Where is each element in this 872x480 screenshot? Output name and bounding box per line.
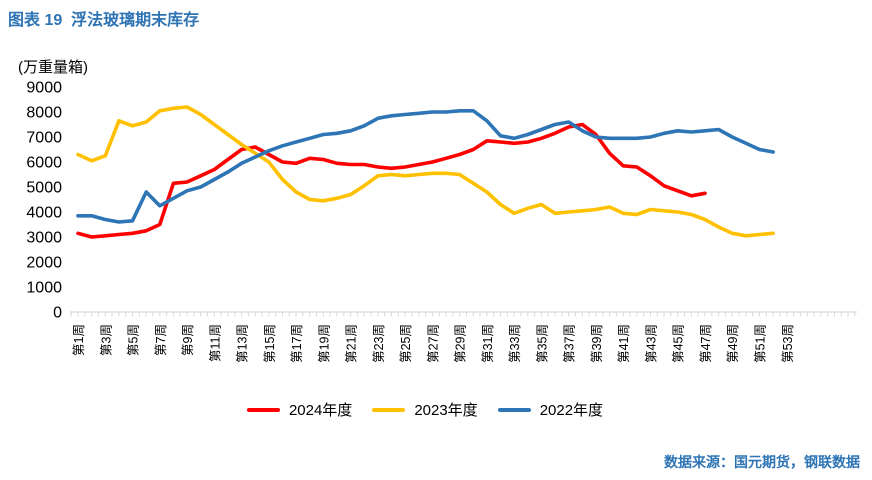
series-line-2023年度 — [76, 105, 775, 238]
x-axis-tick-label: 第19周 — [317, 324, 331, 363]
y-axis-labels: 0 1000 2000 3000 4000 5000 6000 7000 8000 9000 — [26, 80, 62, 322]
y-axis-tick-label: 9000 — [26, 80, 62, 97]
legend-line-swatch — [497, 407, 531, 412]
x-axis-tick-label: 第37周 — [563, 324, 577, 363]
x-axis-tick-label: 第17周 — [290, 324, 304, 363]
x-axis-tick-label: 第43周 — [644, 324, 658, 363]
y-axis-tick-label: 6000 — [26, 155, 62, 172]
x-axis-tick-label: 第45周 — [672, 324, 686, 363]
x-axis-tick-label: 第9周 — [181, 324, 195, 356]
series-line-2022年度 — [76, 109, 775, 224]
x-axis-tick-label: 第25周 — [399, 324, 413, 363]
x-axis-tick-label: 第1周 — [72, 324, 86, 356]
legend-item-2023年度: 2023年度 — [372, 399, 478, 420]
legend-label: 2024年度 — [288, 402, 353, 419]
x-axis-tick-label: 第11周 — [208, 324, 222, 362]
x-axis-tick-label: 第51周 — [754, 324, 768, 363]
data-source-note: 数据来源：国元期货，钢联数据 — [664, 454, 860, 470]
x-axis-tick-label: 第21周 — [345, 324, 359, 363]
legend-item-2024年度: 2024年度 — [246, 399, 353, 420]
y-axis-unit-label: (万重量箱) — [18, 59, 88, 76]
x-axis-tick-label: 第5周 — [127, 324, 141, 356]
y-axis-tick-label: 7000 — [26, 130, 62, 147]
series-line-2024年度 — [76, 122, 707, 239]
x-axis-tick-label: 第13周 — [236, 324, 250, 363]
x-axis-labels: 第1周 第3周 第5周 第7周 第9周 第11周 第13周 第15周 第17周 第19周 第21周第… — [72, 324, 795, 363]
x-axis-tick-label: 第23周 — [372, 324, 386, 363]
chart-legend: 2024年度 2023年度 2022年度 — [0, 399, 850, 420]
x-axis-tick-label: 第53周 — [781, 324, 795, 363]
x-axis-tick-label: 第15周 — [263, 324, 277, 363]
y-axis-tick-label: 0 — [53, 305, 62, 322]
y-axis-tick-label: 3000 — [26, 230, 62, 247]
x-axis-tick-label: 第3周 — [99, 324, 113, 356]
x-axis-tick-label: 第49周 — [726, 324, 740, 363]
x-axis-tick-label: 第47周 — [699, 324, 713, 363]
x-axis-tick-label: 第31周 — [481, 324, 495, 363]
chart-title: 图表 19 浮法玻璃期末库存 — [8, 12, 200, 29]
x-axis-tick-label: 第41周 — [617, 324, 631, 363]
x-axis-tick-label: 第39周 — [590, 324, 604, 363]
y-axis-tick-label: 4000 — [26, 205, 62, 222]
y-axis-tick-label: 1000 — [26, 280, 62, 297]
x-axis-tick-label: 第33周 — [508, 324, 522, 363]
y-axis-tick-label: 5000 — [26, 180, 62, 197]
x-axis-ticks — [70, 312, 856, 317]
legend-item-2022年度: 2022年度 — [497, 399, 604, 420]
y-axis-tick-label: 8000 — [26, 105, 62, 122]
x-axis-tick-label: 第29周 — [454, 324, 468, 363]
x-axis-tick-label: 第35周 — [535, 324, 549, 363]
legend-label: 2023年度 — [414, 402, 478, 419]
x-axis-tick-label: 第27周 — [426, 324, 440, 363]
y-axis-tick-label: 2000 — [26, 255, 62, 272]
x-axis-tick-label: 第7周 — [154, 324, 168, 356]
legend-line-swatch — [246, 407, 280, 412]
legend-label: 2022年度 — [539, 402, 604, 419]
legend-line-swatch — [372, 407, 406, 412]
